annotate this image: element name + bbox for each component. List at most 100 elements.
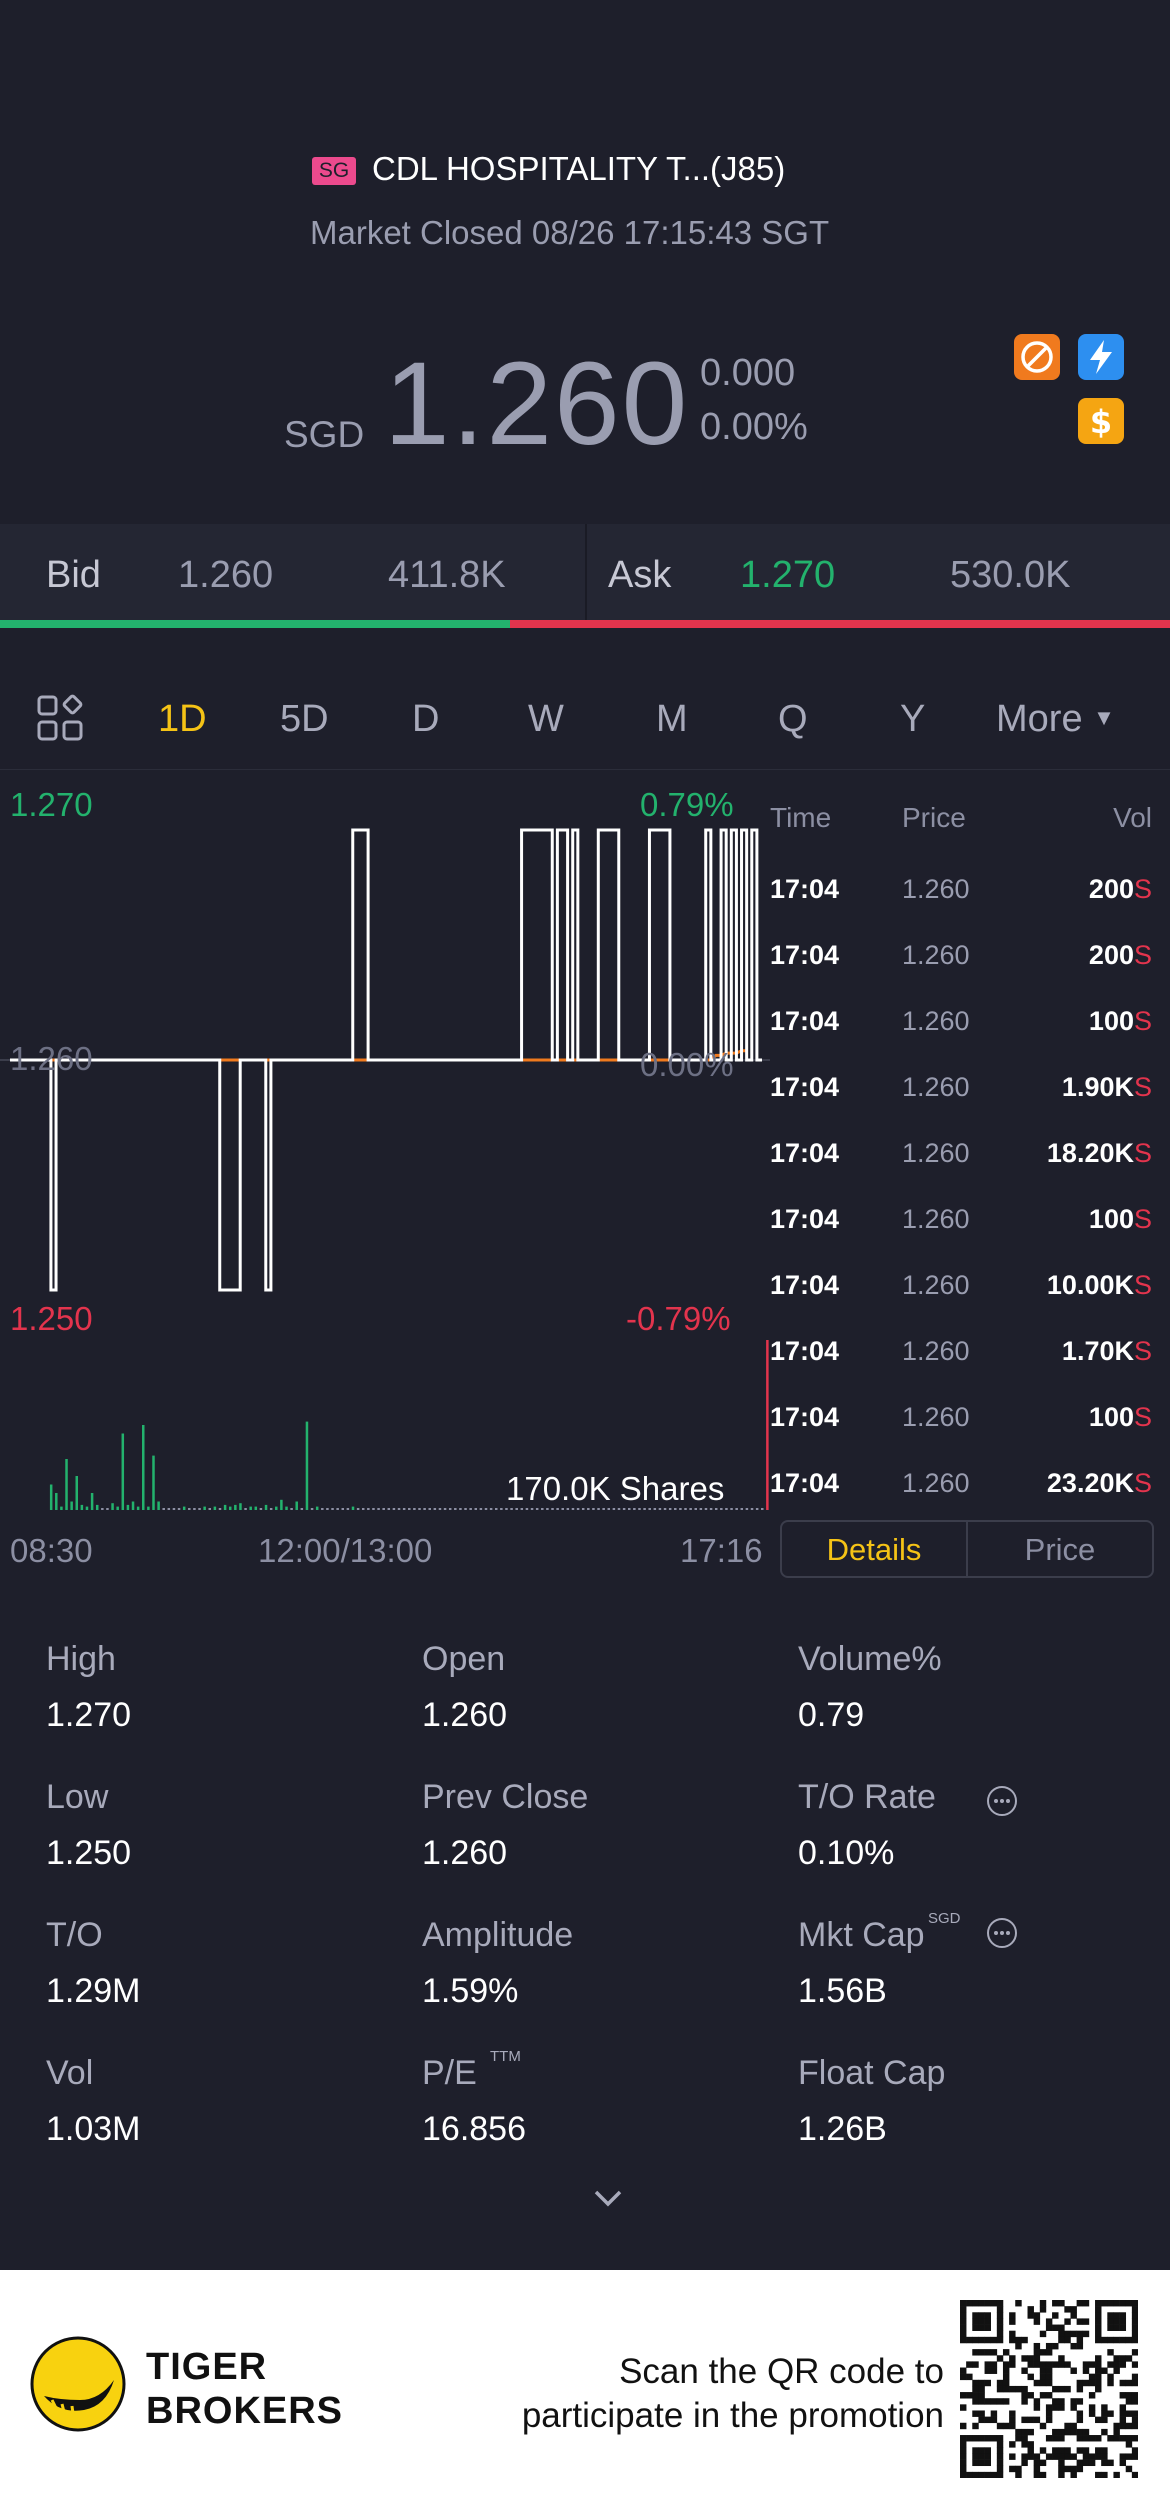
ticker-price: 1.260 xyxy=(902,940,970,970)
bid-ask-divider xyxy=(585,524,587,624)
y-mid-label: 1.260 xyxy=(10,1040,93,1077)
volume-bar xyxy=(408,1508,411,1510)
stat-label-amplitude: Amplitude xyxy=(422,1916,574,1954)
chart-layout-icon[interactable] xyxy=(36,694,86,744)
volume-bar xyxy=(198,1508,201,1510)
promo-banner[interactable]: TIGER BROKERS Scan the QR code to partic… xyxy=(0,2270,1170,2507)
volume-bar xyxy=(356,1508,360,1510)
volume-bar xyxy=(653,1508,657,1510)
tab-more[interactable]: More ▼ xyxy=(996,698,1115,741)
volume-bar xyxy=(535,1508,539,1510)
ticker-time: 17:04 xyxy=(770,1138,840,1168)
volume-bar xyxy=(121,1433,125,1510)
ticker-vol-value: 1.70K xyxy=(1061,1336,1134,1366)
volume-bar xyxy=(275,1506,278,1510)
intraday-chart[interactable] xyxy=(0,770,770,1520)
volume-bar xyxy=(464,1508,467,1510)
stat-value-amplitude: 1.59% xyxy=(422,1972,519,2010)
tab-w[interactable]: W xyxy=(528,698,564,740)
tab-q[interactable]: Q xyxy=(778,698,808,740)
volume-bar xyxy=(602,1508,605,1510)
ticker-vol-value: 10.00K xyxy=(1046,1270,1134,1300)
volume-bar xyxy=(372,1508,375,1510)
to-rate-info-icon[interactable] xyxy=(987,1786,1017,1816)
stat-value-low: 1.250 xyxy=(46,1834,132,1872)
tab-1d[interactable]: 1D xyxy=(158,698,207,740)
volume-bar xyxy=(85,1506,89,1510)
stat-sup-mkt-cap: SGD xyxy=(928,1910,961,1927)
volume-bar xyxy=(300,1508,304,1510)
ticker-vol-header: Vol xyxy=(1113,802,1152,833)
volume-bar xyxy=(213,1506,217,1510)
expand-chevron-icon[interactable] xyxy=(590,2186,626,2210)
volume-bar xyxy=(234,1504,237,1510)
tab-5d[interactable]: 5D xyxy=(280,698,329,740)
volume-bar xyxy=(443,1508,447,1510)
stock-name[interactable]: CDL HOSPITALITY T...(J85) xyxy=(372,150,786,187)
volume-bar xyxy=(310,1508,314,1510)
price-layer xyxy=(0,828,770,1292)
ticker-side: S xyxy=(1133,1006,1152,1036)
volume-bar xyxy=(321,1508,324,1510)
ticker-side: S xyxy=(1133,1138,1152,1168)
no-short-icon[interactable] xyxy=(1014,334,1060,380)
volume-bar xyxy=(218,1508,222,1510)
price-toggle[interactable]: Price xyxy=(966,1520,1154,1578)
bid-label: Bid xyxy=(46,554,101,596)
volume-bar xyxy=(709,1508,713,1510)
volume-bar xyxy=(643,1508,646,1510)
bid-ask-panel[interactable]: Bid 1.260 411.8K Ask 1.270 530.0K xyxy=(0,524,1170,624)
ticker-row: 17:04 1.260 200S xyxy=(770,940,1170,1006)
volume-bar xyxy=(755,1508,759,1510)
details-toggle[interactable]: Details xyxy=(780,1520,968,1578)
ticker-vol: 23.20KS xyxy=(1047,1468,1152,1499)
ticker-vol-value: 100 xyxy=(1088,1006,1134,1036)
ticker-time: 17:04 xyxy=(770,1336,840,1366)
volume-bar xyxy=(607,1508,611,1510)
volume-bar xyxy=(494,1508,498,1510)
ticker-vol: 10.00KS xyxy=(1047,1270,1152,1301)
volume-bar xyxy=(280,1499,283,1510)
volume-bar xyxy=(541,1508,544,1510)
volume-bar xyxy=(55,1493,58,1510)
tab-d[interactable]: D xyxy=(412,698,440,740)
ticker-vol: 18.20KS xyxy=(1047,1138,1152,1169)
ticker-price: 1.260 xyxy=(902,1204,970,1234)
volume-bar xyxy=(142,1425,145,1510)
period-tabs: 1D 5D D W M Q Y More ▼ xyxy=(0,680,1170,770)
volume-bar xyxy=(454,1508,457,1510)
bid-price: 1.260 xyxy=(178,554,274,596)
tab-m[interactable]: M xyxy=(656,698,688,740)
ticker-side: S xyxy=(1133,1336,1152,1366)
volume-bar xyxy=(505,1508,508,1510)
dollar-icon[interactable]: $ xyxy=(1078,398,1124,444)
ticker-time: 17:04 xyxy=(770,874,840,904)
volume-bar xyxy=(433,1508,437,1510)
stat-value-t-o: 1.29M xyxy=(46,1972,141,2010)
ticker-price: 1.260 xyxy=(902,1006,970,1036)
ticker-price: 1.260 xyxy=(902,1402,970,1432)
volume-bar xyxy=(576,1508,580,1510)
volume-bar xyxy=(249,1506,252,1510)
tab-y[interactable]: Y xyxy=(900,698,926,740)
ticker-row: 17:04 1.260 200S xyxy=(770,874,1170,940)
ticker-price-header: Price xyxy=(902,802,966,833)
volume-bar xyxy=(500,1508,503,1510)
mkt-cap-info-icon[interactable] xyxy=(987,1918,1017,1948)
ticker-side: S xyxy=(1133,940,1152,970)
stat-label-prev-close: Prev Close xyxy=(422,1778,589,1816)
qr-code-icon[interactable] xyxy=(960,2300,1138,2478)
volume-bar xyxy=(305,1421,309,1510)
volume-bar xyxy=(101,1508,104,1510)
tab-more-label: More xyxy=(996,698,1083,740)
ticker-row: 17:04 1.260 23.20KS xyxy=(770,1468,1170,1534)
volume-bar xyxy=(172,1508,176,1510)
volume-bar xyxy=(714,1508,718,1510)
trade-ticker[interactable]: Time Price Vol 17:04 1.260 200S 17:04 1.260 2… xyxy=(770,770,1170,1510)
lightning-icon[interactable] xyxy=(1078,334,1124,380)
volume-bar xyxy=(627,1508,631,1510)
stat-label-open: Open xyxy=(422,1640,506,1678)
volume-bar xyxy=(658,1508,662,1510)
volume-bar xyxy=(95,1504,99,1510)
volume-bar xyxy=(264,1504,268,1510)
